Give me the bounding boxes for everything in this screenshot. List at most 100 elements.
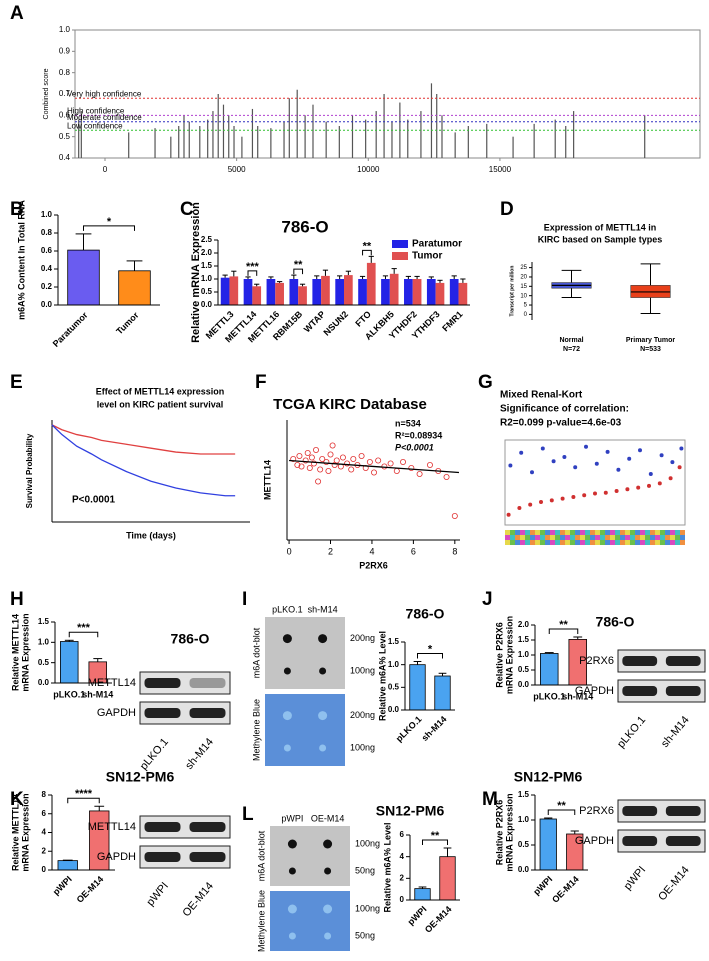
point <box>317 466 324 473</box>
blot-band-label: METTL14 <box>88 821 136 833</box>
survival-curve <box>51 424 236 455</box>
x-tick-label: pLKO.1 <box>394 714 424 744</box>
blot-lane-label: pLKO.1 <box>615 714 648 750</box>
panel-letter: I <box>242 589 247 610</box>
annotation-strip <box>550 540 555 545</box>
y-tick-label: 25 <box>520 265 527 271</box>
annotation-strip <box>650 535 655 540</box>
point <box>560 496 565 501</box>
annotation-strip <box>680 540 685 545</box>
annotation-strip <box>555 535 560 540</box>
x-tick-label: pWPI <box>51 874 74 897</box>
point <box>416 470 423 477</box>
y-axis-label: Relative m6A% Level <box>377 631 387 721</box>
dot <box>288 932 296 940</box>
bar <box>414 888 431 901</box>
annotation-strip <box>610 535 615 540</box>
y-tick-label: 1.5 <box>201 261 213 270</box>
dot-blot-panel <box>265 694 345 766</box>
y-tick-label: 1.0 <box>518 815 530 824</box>
blot-band <box>144 852 181 862</box>
point <box>296 452 303 459</box>
y-axis-label: Relative METTL14 <box>10 614 20 691</box>
panel-letter: E <box>10 372 23 393</box>
annotation-strip <box>545 535 550 540</box>
annotation-strip <box>525 530 530 535</box>
annotation: P<0.0001 <box>395 442 434 452</box>
annotation-strip <box>555 530 560 535</box>
point <box>408 464 415 471</box>
survival-curve <box>51 424 236 497</box>
point <box>348 466 355 473</box>
annotation-strip <box>615 535 620 540</box>
legend-swatch <box>392 240 408 248</box>
annotation-strip <box>660 530 665 535</box>
dot <box>319 667 327 675</box>
n-label: N=533 <box>640 346 661 353</box>
annotation-strip <box>660 535 665 540</box>
bar <box>312 279 322 305</box>
significance-label: *** <box>246 261 260 273</box>
y-tick-label: 1.5 <box>38 617 50 626</box>
y-tick-label: 6 <box>42 809 47 818</box>
y-tick-label: 0.0 <box>388 705 400 714</box>
point <box>573 465 578 470</box>
dot <box>283 744 291 752</box>
point <box>647 483 652 488</box>
blot-band <box>144 822 181 832</box>
annotation-strip <box>655 530 660 535</box>
x-tick-label: OE-M14 <box>550 874 581 905</box>
threshold-label: Moderate confidence <box>67 113 142 122</box>
significance-bracket <box>293 268 304 275</box>
annotation-strip <box>530 540 535 545</box>
annotation-strip <box>520 530 525 535</box>
y-tick-label: 1.0 <box>41 210 53 219</box>
dot-blot-panel <box>265 617 345 689</box>
point <box>329 442 336 449</box>
point <box>308 454 315 461</box>
annotation-strip <box>570 535 575 540</box>
annotation-strip <box>585 535 590 540</box>
point <box>304 449 311 456</box>
amount-label: 200ng <box>350 710 375 720</box>
point <box>582 493 587 498</box>
annotation-strip <box>640 535 645 540</box>
annotation-strip <box>520 535 525 540</box>
y-tick-label: 0.0 <box>518 865 530 874</box>
annotation-strip <box>525 535 530 540</box>
point <box>519 450 524 455</box>
plot-frame <box>504 439 686 526</box>
point <box>605 449 610 454</box>
annotation-strip <box>665 540 670 545</box>
annotation-strip <box>665 530 670 535</box>
x-tick-label: 15000 <box>489 165 512 174</box>
bar <box>540 653 559 686</box>
dot <box>323 904 333 914</box>
point <box>375 457 382 464</box>
blot-band <box>622 836 658 846</box>
point <box>540 446 545 451</box>
blot-band <box>189 822 226 832</box>
annotation-strip <box>675 535 680 540</box>
point <box>313 446 320 453</box>
annotation-strip <box>620 530 625 535</box>
point <box>539 500 544 505</box>
y-tick-label: 0.0 <box>38 678 50 687</box>
point <box>333 457 340 464</box>
annotation-strip <box>620 535 625 540</box>
amount-label: 100ng <box>355 838 380 848</box>
blot-band-label: P2RX6 <box>579 655 614 667</box>
bar <box>335 279 344 305</box>
dot-blot-lane-label: OE-M14 <box>311 813 345 823</box>
annotation-strip <box>625 530 630 535</box>
point <box>594 461 599 466</box>
point <box>549 498 554 503</box>
annotation-strip <box>600 530 605 535</box>
point <box>648 471 653 476</box>
bar <box>404 279 413 305</box>
annotation-strip <box>530 530 535 535</box>
annotation-strip <box>650 540 655 545</box>
y-tick-label: 0.5 <box>518 840 530 849</box>
annotation-strip <box>565 535 570 540</box>
